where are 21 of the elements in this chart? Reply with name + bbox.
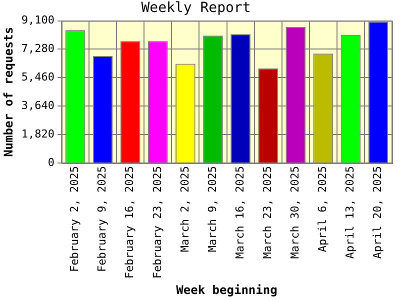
x-tick-label: February 23, 2025: [150, 166, 164, 279]
y-axis-title: Number of requests: [1, 26, 16, 157]
x-tick-label: March 16, 2025: [233, 166, 246, 259]
y-tick-label: 9,100: [21, 14, 55, 27]
x-tick-label: February 16, 2025: [123, 166, 136, 279]
y-tick-label: 5,460: [21, 70, 55, 84]
x-tick-label: February 2, 2025: [68, 166, 82, 272]
x-tick-label: March 30, 2025: [288, 166, 302, 259]
y-tick-label: 1,820: [21, 127, 55, 140]
x-axis-title: Week beginning: [176, 282, 278, 297]
chart-title: Weekly Report: [141, 0, 251, 16]
x-tick-label: March 9, 2025: [206, 166, 219, 252]
y-tick-label: 0: [48, 156, 55, 169]
x-tick-label: February 9, 2025: [96, 166, 109, 272]
x-tick-label: April 13, 2025: [344, 166, 357, 259]
y-tick-label: 3,640: [21, 98, 55, 112]
x-tick-label: March 23, 2025: [260, 166, 274, 259]
y-tick-label: 7,280: [21, 42, 55, 56]
x-tick-label: April 6, 2025: [316, 166, 330, 252]
x-tick-label: March 2, 2025: [178, 166, 192, 252]
x-tick-label: April 20, 2025: [371, 166, 384, 259]
